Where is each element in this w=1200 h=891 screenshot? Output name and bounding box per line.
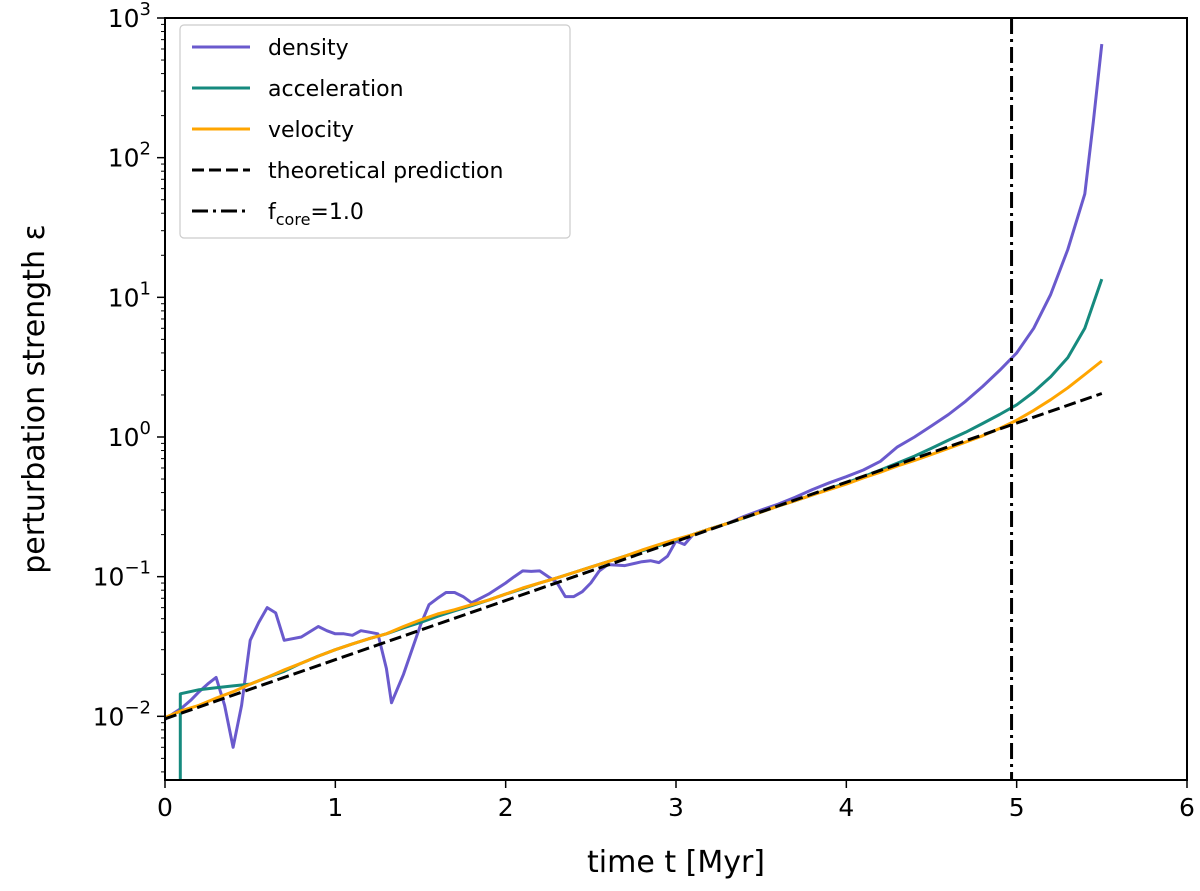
x-tick-label: 1: [327, 793, 343, 822]
x-tick-label: 0: [157, 793, 173, 822]
y-axis-title: perturbation strength ε: [17, 224, 52, 573]
y-tick-label: 102: [108, 139, 151, 173]
x-axis: 0 1 2 3 4 5 6: [157, 780, 1195, 822]
legend-label-theoretical-prediction: theoretical prediction: [268, 159, 503, 184]
series-theoretical-prediction-line: [165, 392, 1103, 721]
x-tick-label: 6: [1179, 793, 1195, 822]
legend-label-acceleration: acceleration: [268, 77, 404, 102]
series-velocity-line: [165, 359, 1103, 719]
x-tick-label: 4: [838, 793, 854, 822]
y-tick-label: 10−1: [93, 558, 151, 592]
y-axis: 10−2 10−1 100 101 102 103: [93, 0, 165, 773]
legend-label-f-core-1-0: fcore=1.0: [268, 200, 364, 229]
x-axis-title: time t [Myr]: [587, 845, 765, 880]
plot-area: [165, 18, 1104, 780]
legend-label-velocity: velocity: [268, 118, 354, 143]
series-density-line: [165, 43, 1104, 749]
series-acceleration-line: [178, 278, 1104, 780]
y-tick-label: 103: [108, 0, 151, 33]
legend-label-density: density: [268, 36, 349, 61]
x-tick-label: 3: [668, 793, 684, 822]
y-tick-label: 10−2: [93, 697, 151, 731]
legend-box: [179, 24, 571, 239]
y-tick-label: 101: [108, 278, 151, 312]
y-tick-label: 100: [108, 418, 151, 452]
x-tick-label: 2: [498, 793, 514, 822]
legend: density acceleration velocity theoretical p…: [179, 24, 571, 239]
x-tick-label: 5: [1009, 793, 1025, 822]
